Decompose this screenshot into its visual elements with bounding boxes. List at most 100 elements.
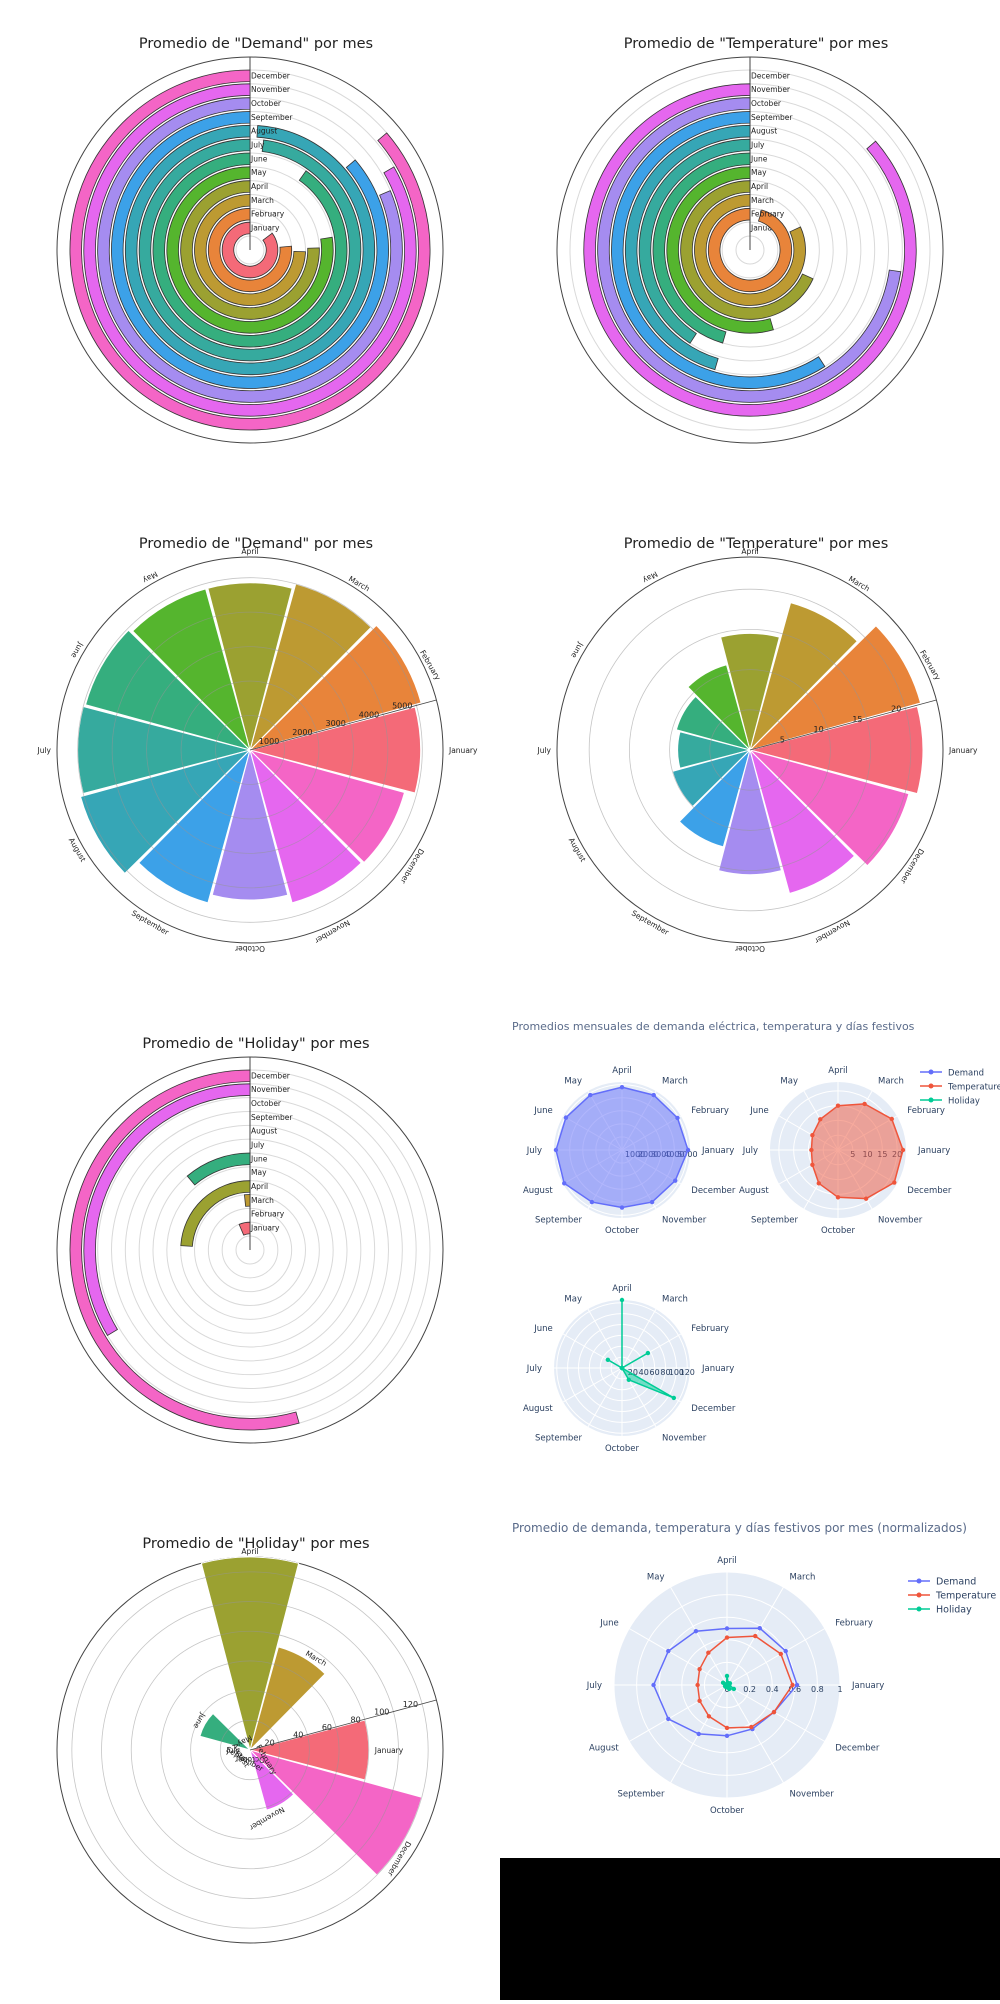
angular-tick-label: June — [599, 1619, 619, 1629]
tick-label: December — [251, 71, 291, 80]
radial-tick-label: 20 — [628, 1368, 638, 1377]
bar-august — [124, 124, 376, 376]
bar-february — [248, 624, 422, 751]
tick-label: September — [751, 113, 793, 122]
tick-label: March — [751, 196, 774, 205]
angular-tick-label: July — [537, 746, 552, 755]
bar-july — [138, 138, 362, 362]
tick-label: October — [751, 99, 782, 108]
angular-tick-label: November — [812, 918, 851, 946]
chart-title: Promedio de "Temperature" por mes — [624, 36, 889, 52]
point — [619, 1205, 625, 1210]
legend-entry: Demand — [920, 1069, 984, 1079]
bar-august — [625, 124, 751, 371]
point — [553, 1147, 559, 1153]
angular-tick-label: April — [741, 547, 758, 556]
tick-label: August — [251, 1127, 277, 1136]
chart-panel-3: Promedio de "Demand" por mes 1000 2000 3000… — [0, 500, 500, 1000]
angular-tick-label: June — [533, 1106, 553, 1116]
chart-radar-subplots: Promedios mensuales de demanda eléctrica… — [512, 1020, 1000, 1454]
legend-label: Demand — [936, 1577, 976, 1588]
point — [697, 1666, 702, 1672]
chart-holiday-angular: Promedio de "Holiday" por mes January Febr… — [56, 1036, 444, 1444]
series-temperature — [695, 1633, 795, 1731]
point — [790, 1682, 795, 1688]
radial-tick-label: 60 — [650, 1368, 660, 1377]
tick-label: January — [250, 223, 280, 232]
radial-tick-label: 0.8 — [811, 1685, 824, 1694]
radial-tick-label: 40 — [639, 1368, 649, 1377]
point — [706, 1714, 712, 1719]
angular-tick-label: December — [907, 1186, 952, 1196]
bar-february — [748, 625, 922, 751]
angular-tick-label: July — [742, 1146, 758, 1156]
bar-october — [97, 97, 403, 403]
point — [816, 1181, 821, 1186]
tick-label: December — [251, 1071, 291, 1080]
bar-may — [131, 588, 251, 752]
legend-entry: Temperature — [908, 1591, 996, 1602]
angular-tick-label: January — [851, 1681, 884, 1691]
radial-tick-label: 0.2 — [743, 1685, 756, 1694]
angular-tick-label: May — [564, 1295, 582, 1305]
bar-march — [749, 602, 858, 752]
series-holiday — [605, 1297, 677, 1401]
angular-tick-label: May — [780, 1077, 798, 1087]
radial-tick-label: 0 — [724, 1685, 729, 1694]
angular-tick-label: January — [701, 1364, 734, 1374]
bar-april — [180, 180, 320, 320]
angular-tick-label: August — [739, 1186, 769, 1196]
chart-panel-4: Promedio de "Temperature" por mes 5 10 15 20… — [500, 500, 1000, 1000]
bar-june — [186, 1152, 251, 1186]
point — [749, 1724, 754, 1730]
bar-march — [249, 1646, 326, 1752]
angular-tick-label: November — [312, 918, 351, 946]
radial-tick-label: 20 — [891, 704, 901, 713]
chart-title: Promedio de "Holiday" por mes — [142, 1036, 369, 1052]
bar-january — [221, 221, 279, 279]
radial-tick-label: 80 — [351, 1715, 361, 1724]
point — [605, 1357, 611, 1363]
tick-label: May — [251, 1168, 267, 1177]
point — [649, 1199, 655, 1205]
chart-title: Promedio de demanda, temperatura y días … — [512, 1521, 967, 1535]
angular-tick-label: January — [917, 1146, 950, 1156]
bar-september — [111, 111, 389, 389]
bar-may — [166, 166, 334, 334]
angular-tick-label: January — [374, 1746, 404, 1755]
bar-january — [238, 1221, 251, 1236]
legend-entry: Demand — [908, 1577, 976, 1588]
point — [619, 1085, 625, 1090]
angular-tick-label: January — [448, 746, 478, 755]
tick-label: March — [251, 196, 274, 205]
radial-tick-label: 3000 — [326, 719, 346, 728]
angular-tick-label: June — [569, 640, 586, 660]
angular-tick-label: October — [605, 1444, 640, 1454]
angular-tick-label: December — [398, 847, 426, 886]
bar-june — [199, 1712, 252, 1751]
bar-january — [748, 705, 924, 795]
tick-label: November — [251, 85, 291, 94]
angular-tick-label: April — [828, 1066, 847, 1076]
tick-label: December — [751, 71, 791, 80]
angular-tick-label: September — [535, 1215, 582, 1225]
tick-label: September — [251, 113, 293, 122]
radial-tick-label: 1000 — [259, 737, 279, 746]
series-holiday — [720, 1673, 737, 1692]
angular-tick-label: April — [241, 1547, 258, 1556]
radial-tick-label: 100 — [374, 1708, 389, 1717]
bar-october — [717, 748, 783, 876]
point — [724, 1626, 730, 1631]
point — [588, 1092, 593, 1098]
angular-tick-label: July — [526, 1146, 542, 1156]
point — [862, 1101, 867, 1107]
angular-tick-label: April — [717, 1556, 736, 1566]
angular-tick-label: November — [790, 1789, 835, 1799]
bar-april — [200, 1556, 300, 1752]
angular-tick-label: September — [751, 1215, 798, 1225]
angular-tick-label: October — [821, 1226, 856, 1236]
point — [818, 1117, 823, 1122]
bar-november — [83, 1083, 251, 1337]
angular-tick-label: May — [141, 569, 159, 585]
angular-tick-label: February — [691, 1106, 729, 1116]
